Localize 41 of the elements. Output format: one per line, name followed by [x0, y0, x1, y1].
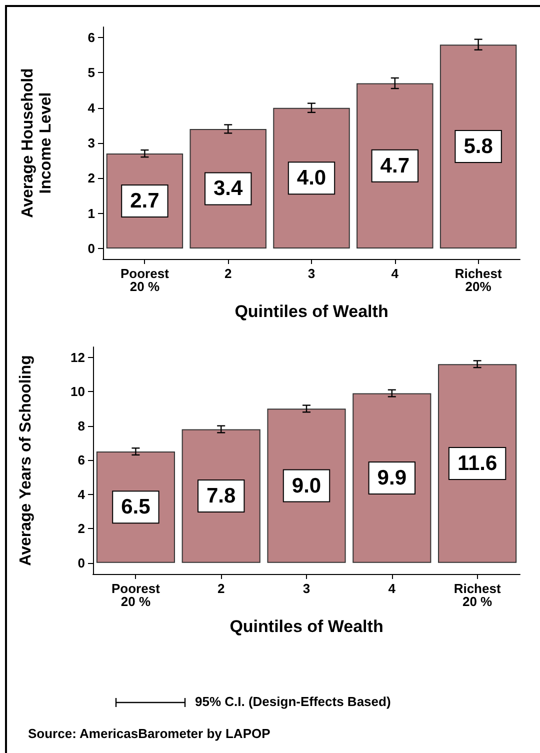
y-tick-label: 0 — [88, 240, 95, 256]
data-label: 7.8 — [206, 484, 236, 508]
data-label: 6.5 — [121, 496, 151, 519]
y-tick-label: 0 — [78, 555, 85, 570]
bar — [440, 44, 517, 248]
y-tick-label: 1 — [88, 206, 95, 221]
data-label: 4.7 — [380, 154, 410, 178]
x-tick-label: Poorest 20 % — [120, 266, 170, 294]
y-tick-label: 6 — [78, 452, 85, 468]
x-tick-label: 3 — [302, 581, 310, 596]
x-axis-title: Quintiles of Wealth — [230, 617, 384, 636]
y-axis-title: Average Years of Schooling — [18, 355, 34, 566]
y-axis-title: Average Household Income Level — [20, 68, 54, 218]
x-tick-label: 2 — [224, 266, 232, 281]
y-tick-label: 8 — [78, 418, 85, 434]
x-tick-label: Richest 20% — [454, 266, 502, 294]
data-label: 4.0 — [296, 166, 326, 190]
y-tick-label: 3 — [88, 136, 95, 150]
data-label: 9.9 — [377, 466, 406, 490]
data-label: 9.0 — [292, 474, 322, 498]
y-tick-label: 6 — [88, 30, 95, 46]
y-tick-label: 5 — [88, 65, 95, 80]
y-tick-label: 2 — [78, 521, 85, 536]
x-tick-label: 3 — [308, 266, 316, 281]
source-note: Source: AmericasBarometer by LAPOP — [28, 726, 270, 741]
x-tick-label: 4 — [388, 581, 396, 596]
y-tick-label: 4 — [88, 100, 96, 116]
x-tick-label: Richest 20 % — [454, 581, 502, 609]
x-tick-label: 4 — [391, 266, 400, 281]
y-tick-label: 10 — [70, 384, 85, 400]
y-tick-label: 2 — [88, 170, 95, 186]
x-tick-label: Poorest 20 % — [111, 581, 161, 609]
data-label: 2.7 — [130, 190, 160, 212]
text: 95% C.I. (Design-Effects Based) — [195, 694, 391, 709]
y-tick-label: 4 — [78, 486, 86, 502]
data-label: 11.6 — [457, 452, 498, 475]
x-tick-label: 2 — [217, 581, 225, 596]
data-label: 5.8 — [464, 135, 494, 158]
data-label: 3.4 — [214, 177, 244, 200]
x-axis-title: Quintiles of Wealth — [234, 302, 388, 321]
y-tick-label: 12 — [70, 350, 85, 365]
